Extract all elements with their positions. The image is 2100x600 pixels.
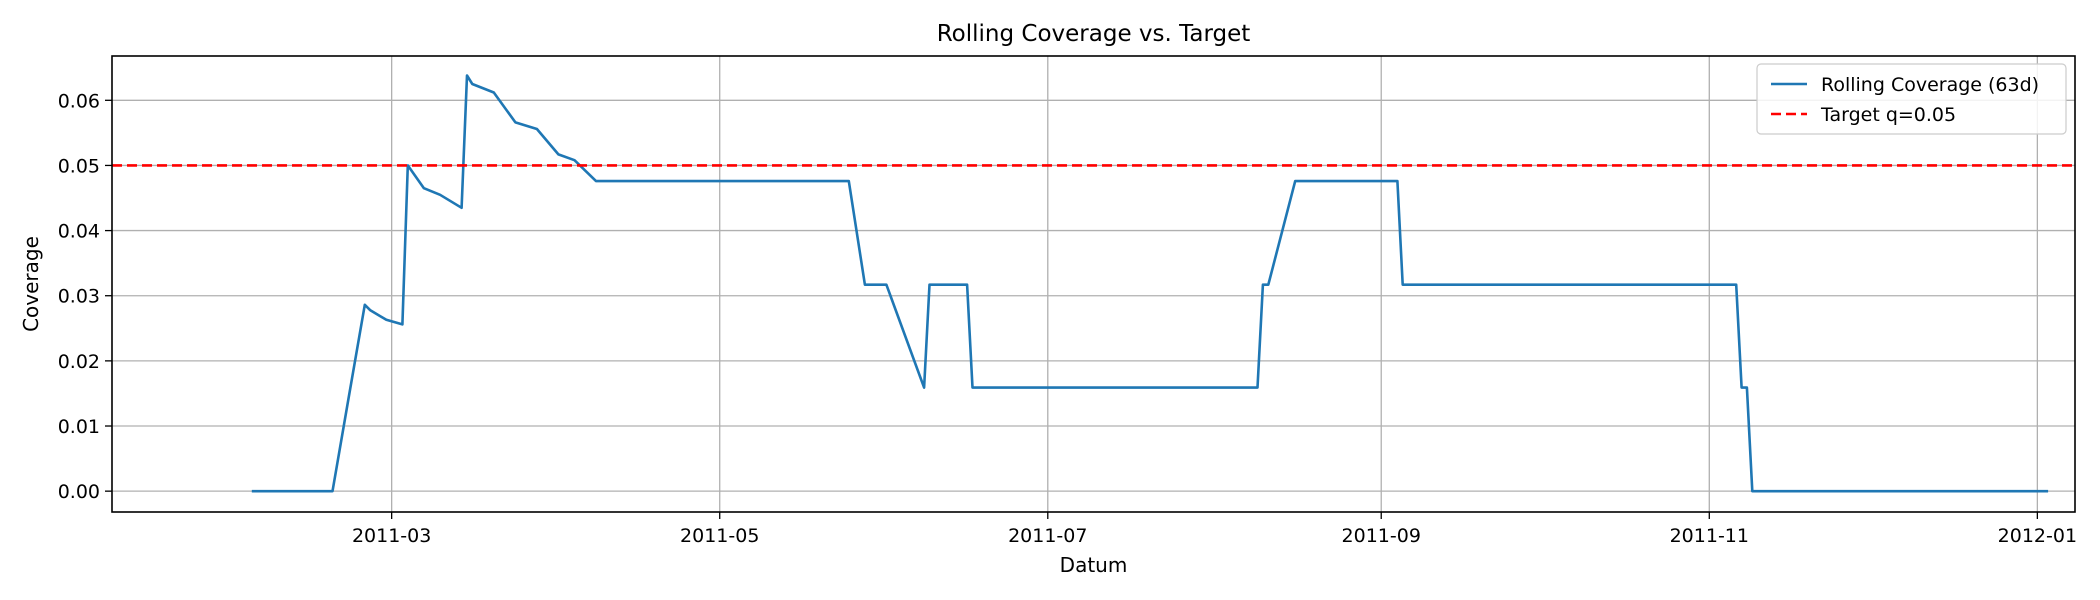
y-tick-label: 0.03	[58, 286, 100, 308]
x-axis-label: Datum	[1060, 553, 1128, 577]
y-tick-label: 0.06	[58, 90, 100, 112]
legend-label-target: Target q=0.05	[1820, 104, 1956, 126]
y-tick-label: 0.05	[58, 155, 100, 177]
x-axis: 2011-03 2011-05 2011-07 2011-09 2011-11 2012-…	[352, 512, 2077, 547]
x-tick-label: 2011-09	[1342, 525, 1421, 547]
y-axis: 0.00 0.01 0.02 0.03 0.04 0.05 0.06	[58, 90, 112, 503]
legend-box	[1756, 63, 2067, 135]
y-tick-label: 0.02	[58, 351, 100, 373]
plot-lines	[112, 74, 2075, 493]
x-tick-label: 2011-11	[1670, 525, 1749, 547]
y-tick-label: 0.01	[58, 416, 100, 438]
x-tick-label: 2011-03	[352, 525, 431, 547]
y-axis-label: Coverage	[19, 236, 43, 332]
legend-label-rolling-coverage: Rolling Coverage (63d)	[1821, 74, 2039, 96]
plot-frame	[111, 55, 2076, 513]
series-line-rolling-coverage	[251, 74, 2049, 493]
chart-title: Rolling Coverage vs. Target	[937, 21, 1251, 47]
x-tick-label: 2012-01	[1998, 525, 2077, 547]
x-tick-label: 2011-05	[680, 525, 759, 547]
y-tick-label: 0.00	[58, 481, 100, 503]
y-tick-label: 0.04	[58, 221, 100, 243]
grid	[112, 56, 2075, 512]
legend: Rolling Coverage (63d) Target q=0.05	[1756, 63, 2067, 135]
x-tick-label: 2011-07	[1008, 525, 1087, 547]
